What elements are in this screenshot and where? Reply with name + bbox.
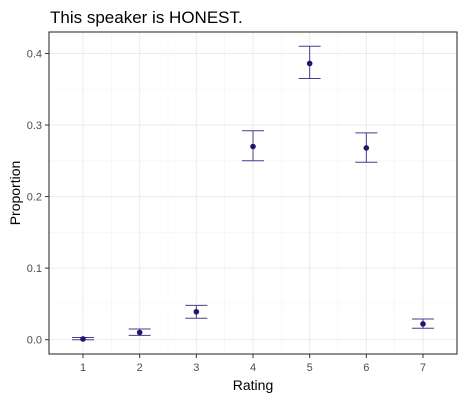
x-axis: 1 2 3 4 5 6 7 [80, 354, 426, 374]
data-point [364, 145, 370, 151]
x-tick-label: 1 [80, 362, 86, 374]
y-tick-label: 0.3 [27, 120, 42, 132]
x-tick-label: 5 [307, 362, 313, 374]
chart-title: This speaker is HONEST. [50, 8, 243, 27]
y-tick-label: 0.1 [27, 263, 42, 275]
data-point [80, 336, 86, 342]
y-tick-label: 0.4 [27, 48, 42, 60]
data-point [250, 144, 256, 150]
x-tick-label: 2 [137, 362, 143, 374]
x-tick-label: 6 [363, 362, 369, 374]
data-point [137, 330, 143, 336]
y-axis: 0.0 0.1 0.2 0.3 0.4 [27, 48, 49, 346]
grid [49, 32, 457, 354]
x-tick-label: 4 [250, 362, 256, 374]
y-tick-label: 0.0 [27, 335, 42, 347]
x-axis-label: Rating [233, 377, 273, 393]
y-tick-label: 0.2 [27, 192, 42, 204]
y-axis-label: Proportion [7, 161, 23, 226]
data-point [194, 309, 200, 315]
data-point [420, 321, 426, 327]
data-point [307, 61, 313, 67]
x-tick-label: 3 [193, 362, 199, 374]
x-tick-label: 7 [420, 362, 426, 374]
